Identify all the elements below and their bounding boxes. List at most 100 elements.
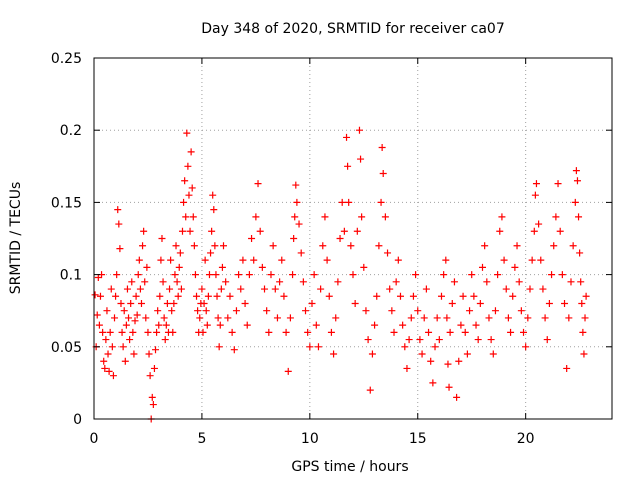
data-point (304, 328, 312, 336)
data-point (378, 144, 386, 152)
data-point (344, 162, 352, 170)
data-point (107, 285, 115, 293)
data-point (99, 328, 107, 336)
grid-lines (94, 58, 612, 419)
data-point (290, 235, 298, 242)
data-point (429, 379, 437, 387)
data-point (528, 256, 536, 264)
data-point (114, 206, 122, 214)
data-point (550, 242, 558, 250)
data-point (314, 343, 322, 351)
data-point (334, 278, 342, 286)
data-point (175, 263, 183, 271)
data-point (435, 336, 443, 344)
data-point (103, 307, 111, 315)
data-point (208, 227, 216, 235)
data-point (401, 343, 409, 351)
data-point (224, 314, 232, 322)
data-point (556, 227, 564, 235)
data-point (466, 307, 474, 315)
data-point (412, 271, 420, 279)
data-point (226, 292, 234, 300)
data-point (448, 299, 456, 307)
data-point (409, 292, 417, 300)
data-point (265, 328, 273, 336)
data-point (267, 271, 275, 279)
data-point (422, 285, 430, 293)
data-point (199, 328, 207, 336)
data-point (188, 184, 196, 192)
data-point (479, 263, 486, 271)
data-point (116, 245, 124, 253)
data-point (515, 278, 523, 286)
data-point (358, 213, 366, 221)
y-tick-label: 0.25 (51, 51, 82, 67)
data-point (384, 249, 392, 257)
data-point (565, 314, 573, 322)
data-point (184, 162, 192, 170)
data-point (112, 292, 120, 300)
data-point (297, 249, 305, 257)
data-point (146, 372, 154, 380)
data-point (117, 299, 125, 307)
data-point (243, 321, 251, 329)
data-point (131, 317, 139, 325)
data-point (137, 299, 145, 307)
x-tick-label: 20 (517, 431, 535, 447)
data-point (509, 292, 517, 300)
data-point (152, 346, 160, 354)
x-tick-label: 0 (90, 431, 99, 447)
data-point (167, 256, 175, 264)
data-point (286, 314, 294, 322)
data-point (541, 314, 549, 322)
data-point (269, 242, 277, 250)
data-point (327, 328, 335, 336)
data-point (403, 364, 411, 372)
data-point (386, 285, 394, 293)
data-point (201, 256, 209, 264)
data-point (158, 235, 166, 242)
data-point (321, 213, 329, 221)
data-point (476, 299, 484, 307)
data-point (360, 263, 368, 271)
data-point (302, 307, 310, 315)
data-point (548, 271, 556, 279)
data-point (149, 401, 157, 409)
data-point (95, 321, 103, 329)
data-point (293, 198, 301, 206)
data-point (280, 292, 288, 300)
data-point (295, 220, 303, 228)
data-point (543, 336, 551, 344)
data-point (212, 271, 220, 279)
data-point (453, 393, 461, 401)
data-point (154, 307, 162, 315)
data-point (150, 364, 158, 372)
data-point (407, 314, 415, 322)
plot-frame (93, 57, 613, 420)
data-point (142, 314, 150, 322)
data-point (222, 278, 230, 286)
data-point (93, 311, 101, 319)
data-point (108, 343, 116, 351)
data-point (330, 350, 338, 358)
data-point (535, 220, 543, 228)
data-point (581, 314, 589, 322)
data-point (388, 307, 396, 315)
data-point (139, 242, 147, 250)
data-point (218, 263, 226, 271)
data-point (256, 227, 264, 235)
data-point (216, 321, 224, 329)
data-point (143, 263, 151, 271)
data-point (122, 321, 130, 329)
data-point (204, 292, 212, 300)
data-point (498, 213, 506, 221)
data-point (194, 307, 202, 315)
data-point (136, 285, 144, 293)
data-point (362, 307, 370, 315)
data-point (133, 311, 141, 319)
data-point (433, 314, 441, 322)
data-point (132, 292, 140, 300)
axis-ticks: 0 5 10 15 20 0 0.05 0.1 0.15 0.2 0.25 (51, 51, 612, 447)
